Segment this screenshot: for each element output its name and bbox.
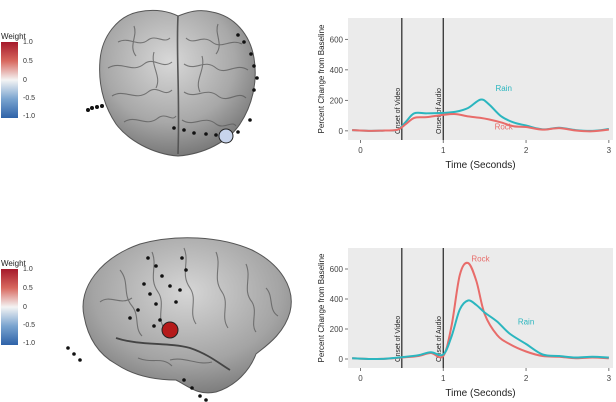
x-tick-label: 1 bbox=[441, 146, 446, 155]
series-line-rock bbox=[352, 113, 609, 133]
onset-label: Onset of Video bbox=[395, 316, 402, 362]
brain-posterior-image bbox=[86, 9, 259, 157]
legend-tick: 1.0 bbox=[23, 266, 33, 273]
electrode-markers bbox=[66, 256, 208, 402]
x-tick-label: 3 bbox=[607, 374, 612, 383]
y-tick-label: 600 bbox=[330, 35, 344, 44]
chart-top: 0 200 400 600 0 1 2 3 Onset of Video Onset of Aud… bbox=[318, 18, 613, 171]
legend-tick: 0.5 bbox=[23, 58, 33, 65]
x-tick-label: 2 bbox=[524, 146, 529, 155]
x-tick-label: 2 bbox=[524, 374, 529, 383]
legend-tick: 1.0 bbox=[23, 39, 33, 46]
series-label-rain: Rain bbox=[495, 84, 511, 93]
onset-label: Onset of Audio bbox=[436, 88, 443, 134]
series-label-rock: Rock bbox=[495, 122, 514, 131]
plot-background bbox=[348, 18, 613, 140]
x-tick-label: 1 bbox=[441, 374, 446, 383]
legend-title: Weight bbox=[1, 32, 26, 41]
legend-color-bar bbox=[1, 269, 18, 345]
legend-tick: 0 bbox=[23, 77, 27, 84]
y-axis-label: Percent Change from Baseline bbox=[318, 24, 326, 134]
series-line-rain bbox=[352, 299, 609, 361]
y-tick-label: 600 bbox=[330, 265, 344, 274]
brain-lateral-image bbox=[66, 237, 292, 402]
highlighted-electrode-marker bbox=[161, 321, 179, 339]
y-tick-label: 200 bbox=[330, 325, 344, 334]
y-tick-label: 0 bbox=[339, 355, 344, 364]
legend-tick: -0.5 bbox=[23, 322, 36, 329]
legend-tick: -0.5 bbox=[23, 95, 36, 102]
legend-tick: -1.0 bbox=[23, 340, 36, 347]
y-tick-label: 400 bbox=[330, 66, 344, 75]
onset-label: Onset of Audio bbox=[436, 316, 443, 362]
legend-tick: 0.5 bbox=[23, 285, 33, 292]
legend-color-bar bbox=[1, 42, 18, 118]
y-axis-label: Percent Change from Baseline bbox=[318, 253, 326, 363]
x-axis-label: Time (Seconds) bbox=[445, 388, 515, 399]
onset-label: Onset of Video bbox=[395, 88, 402, 134]
y-tick-label: 200 bbox=[330, 96, 344, 105]
y-tick-label: 0 bbox=[339, 127, 344, 136]
x-tick-label: 0 bbox=[358, 146, 363, 155]
legend-tick: -1.0 bbox=[23, 113, 36, 120]
chart-bottom: 0 200 400 600 0 1 2 3 Onset of Video Onset of Aud… bbox=[318, 248, 613, 399]
highlighted-electrode-marker bbox=[218, 128, 234, 144]
legend-tick: 0 bbox=[23, 304, 27, 311]
electrode-markers bbox=[86, 33, 259, 137]
series-label-rock: Rock bbox=[471, 255, 490, 264]
series-label-rain: Rain bbox=[518, 318, 534, 327]
legend-title: Weight bbox=[1, 259, 26, 268]
x-tick-label: 3 bbox=[607, 146, 612, 155]
x-axis-label: Time (Seconds) bbox=[445, 160, 515, 171]
y-tick-label: 400 bbox=[330, 295, 344, 304]
x-tick-label: 0 bbox=[358, 374, 363, 383]
